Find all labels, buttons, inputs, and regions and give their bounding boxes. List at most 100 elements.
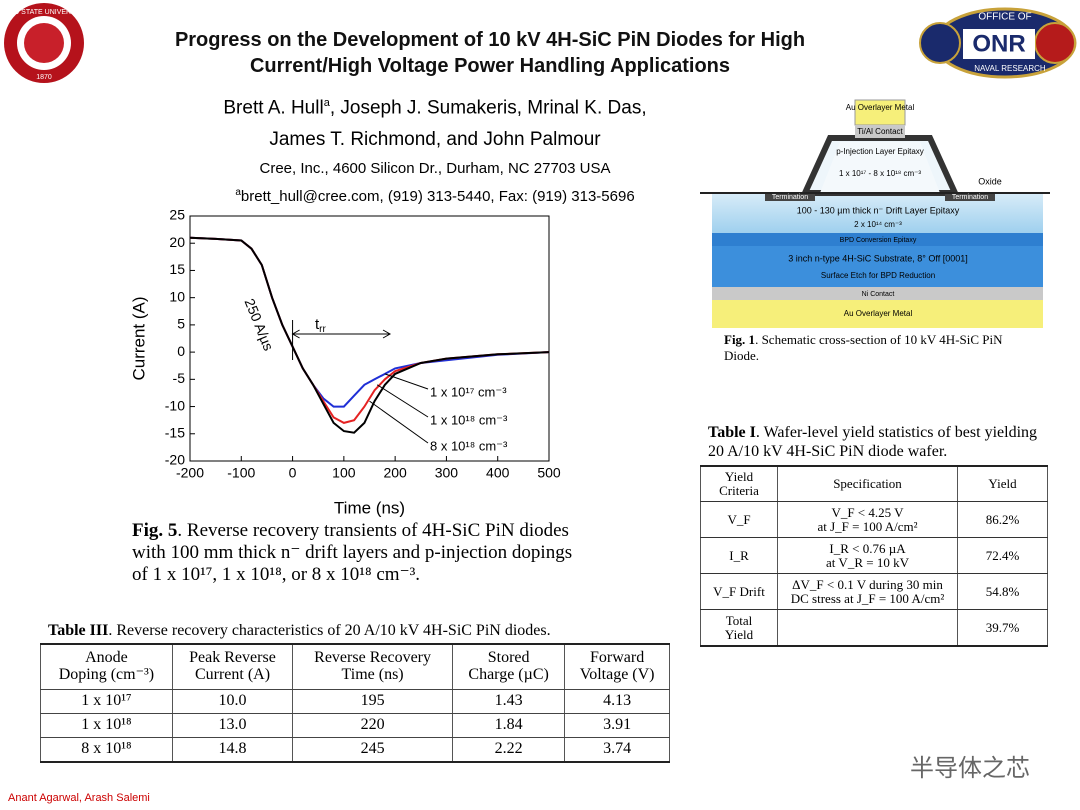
series-label: 8 x 10¹⁸ cm⁻³ bbox=[430, 438, 508, 453]
cell-line: Total bbox=[725, 612, 753, 628]
y-tick-label: 20 bbox=[169, 234, 185, 250]
caption-text: . Reverse recovery transients of 4H-SiC … bbox=[132, 520, 573, 586]
footer: Anant Agarwal, Arash Salemi bbox=[8, 792, 150, 804]
caption-text: . Schematic cross-section of 10 kV 4H-Si… bbox=[724, 332, 1003, 363]
logo-text: OFFICE OF bbox=[978, 12, 1031, 23]
cell-line: 39.7% bbox=[985, 619, 1020, 635]
trr-sub: rr bbox=[319, 324, 326, 335]
header-row: Yield Criteria Specification Yield bbox=[700, 466, 1048, 502]
cell-line: Forward bbox=[590, 649, 645, 667]
layer-label: Termination bbox=[772, 194, 808, 201]
y-tick-label: -20 bbox=[165, 452, 185, 468]
header-cell: Anode Doping (cm⁻³) bbox=[40, 644, 173, 690]
email-sup: a bbox=[235, 187, 241, 198]
cell: 3.74 bbox=[564, 737, 670, 763]
layer-label: 100 - 130 µm thick n⁻ Drift Layer Epitax… bbox=[797, 205, 960, 215]
cell-line: Criteria bbox=[719, 483, 759, 498]
cell: 54.8% bbox=[957, 573, 1048, 610]
cross-section-diagram: Au Overlayer Metal Ti/Al Contact p-Injec… bbox=[700, 99, 1050, 328]
table1-title: Table I. Wafer-level yield statistics of… bbox=[708, 423, 1043, 461]
layer-label: Ni Contact bbox=[862, 291, 895, 298]
cell-line: V_F < 4.25 V bbox=[831, 504, 904, 520]
table-label: Table III bbox=[48, 622, 109, 639]
y-axis-label: Current (A) bbox=[129, 296, 148, 380]
header-cell: Forward Voltage (V) bbox=[564, 644, 670, 690]
row: Total Yield 39.7% bbox=[700, 609, 1048, 647]
cell-line: Voltage (V) bbox=[579, 666, 655, 683]
cell: 86.2% bbox=[957, 501, 1048, 538]
leader-line bbox=[369, 400, 429, 444]
series-line bbox=[189, 236, 550, 408]
plot-frame bbox=[189, 215, 550, 462]
cell: 1.43 bbox=[452, 689, 566, 714]
right-logo: OFFICE OF ONR NAVAL RESEARCH bbox=[919, 7, 1077, 79]
layer-label: Ti/Al Contact bbox=[857, 127, 903, 136]
row: I_R I_R < 0.76 µA at V_R = 10 kV 72.4% bbox=[700, 537, 1048, 574]
cell-line: V_F bbox=[727, 511, 751, 527]
row: V_F Drift ΔV_F < 0.1 V during 30 min DC st… bbox=[700, 573, 1048, 610]
series-label: 1 x 10¹⁷ cm⁻³ bbox=[430, 384, 507, 399]
cell-line: Peak Reverse bbox=[189, 649, 276, 667]
authors: James T. Richmond, and John Palmour bbox=[269, 129, 601, 150]
header-cell: Specification bbox=[777, 466, 958, 502]
chart: -200 -100 0 100 200 300 400 500 -20 -15 -10 -5 0 5 10 1… bbox=[129, 207, 560, 518]
cell: 39.7% bbox=[957, 609, 1048, 647]
layer-label: 3 inch n-type 4H-SiC Substrate, 8° Off [… bbox=[788, 253, 968, 263]
x-tick-label: 0 bbox=[289, 465, 297, 481]
cell-line: 86.2% bbox=[985, 511, 1020, 527]
watermark: 半导体之芯 bbox=[910, 755, 1030, 782]
y-tick-label: 0 bbox=[177, 343, 185, 359]
cell-line: at V_R = 10 kV bbox=[826, 554, 909, 570]
row: 1 x 10¹⁸ 13.0 220 1.84 3.91 bbox=[40, 713, 670, 738]
cell bbox=[777, 609, 958, 647]
header-cell: Reverse Recovery Time (ns) bbox=[292, 644, 454, 690]
x-tick-label: 200 bbox=[383, 465, 407, 481]
email-text: brett_hull@cree.com, (919) 313-5440, Fax… bbox=[240, 188, 635, 205]
layer-label: BPD Conversion Epitaxy bbox=[840, 237, 917, 244]
title: Progress on the Development of 10 kV 4H-… bbox=[174, 29, 806, 51]
cell-line: Yield bbox=[724, 626, 754, 642]
cell: 14.8 bbox=[171, 737, 294, 763]
cell-line: Specification bbox=[833, 476, 902, 492]
table1: Yield Criteria Specification Yield V_F V_F < … bbox=[700, 465, 1048, 647]
cell: 4.13 bbox=[564, 689, 670, 714]
series-line bbox=[189, 236, 550, 434]
table-title-text: . Reverse recovery characteristics of 20… bbox=[108, 622, 551, 639]
author-text: , Joseph J. Sumakeris, Mrinal K. Das, bbox=[329, 97, 647, 119]
header-cell: Stored Charge (µC) bbox=[452, 644, 566, 690]
cell: V_F Drift bbox=[700, 573, 778, 610]
header-cell: Yield Criteria bbox=[700, 466, 778, 502]
cell-line: I_R < 0.76 µA bbox=[829, 540, 906, 556]
cell-line: Current (A) bbox=[194, 666, 271, 683]
row: 1 x 10¹⁷ 10.0 195 1.43 4.13 bbox=[40, 689, 670, 714]
cell-line: Charge (µC) bbox=[468, 666, 549, 683]
table-label: Table I bbox=[708, 424, 756, 441]
header-cell: Peak Reverse Current (A) bbox=[171, 644, 294, 690]
left-logo: OHIO STATE UNIVERSITY 1870 bbox=[1, 3, 87, 83]
table3: Anode Doping (cm⁻³) Peak Reverse Current (A… bbox=[40, 643, 670, 763]
cell-line: Time (ns) bbox=[341, 666, 404, 683]
email: abrett_hull@cree.com, (919) 313-5440, Fa… bbox=[150, 187, 720, 205]
layer-label: Termination bbox=[952, 194, 988, 201]
cell-line: Stored bbox=[487, 649, 530, 667]
author-sup: a bbox=[323, 97, 330, 109]
row: 8 x 10¹⁸ 14.8 245 2.22 3.74 bbox=[40, 737, 670, 763]
layer-label: Surface Etch for BPD Reduction bbox=[821, 271, 935, 280]
cell: I_R bbox=[700, 537, 778, 574]
cell: 245 bbox=[292, 737, 454, 763]
header-cell: Yield bbox=[957, 466, 1048, 502]
layer-label: 2 x 10¹⁴ cm⁻³ bbox=[854, 220, 902, 229]
table-title-text: . Wafer-level yield statistics of best y… bbox=[708, 424, 1038, 461]
y-tick-label: -10 bbox=[165, 397, 185, 413]
logo-text: 1870 bbox=[36, 74, 52, 81]
cell-line: Yield bbox=[988, 476, 1017, 492]
y-tick-label: 25 bbox=[169, 207, 185, 223]
cell: 72.4% bbox=[957, 537, 1048, 574]
y-tick-label: 10 bbox=[169, 288, 185, 304]
y-tick-label: 5 bbox=[177, 316, 185, 332]
cell: I_R < 0.76 µA at V_R = 10 kV bbox=[777, 537, 958, 574]
trr-label: trr bbox=[315, 316, 327, 335]
